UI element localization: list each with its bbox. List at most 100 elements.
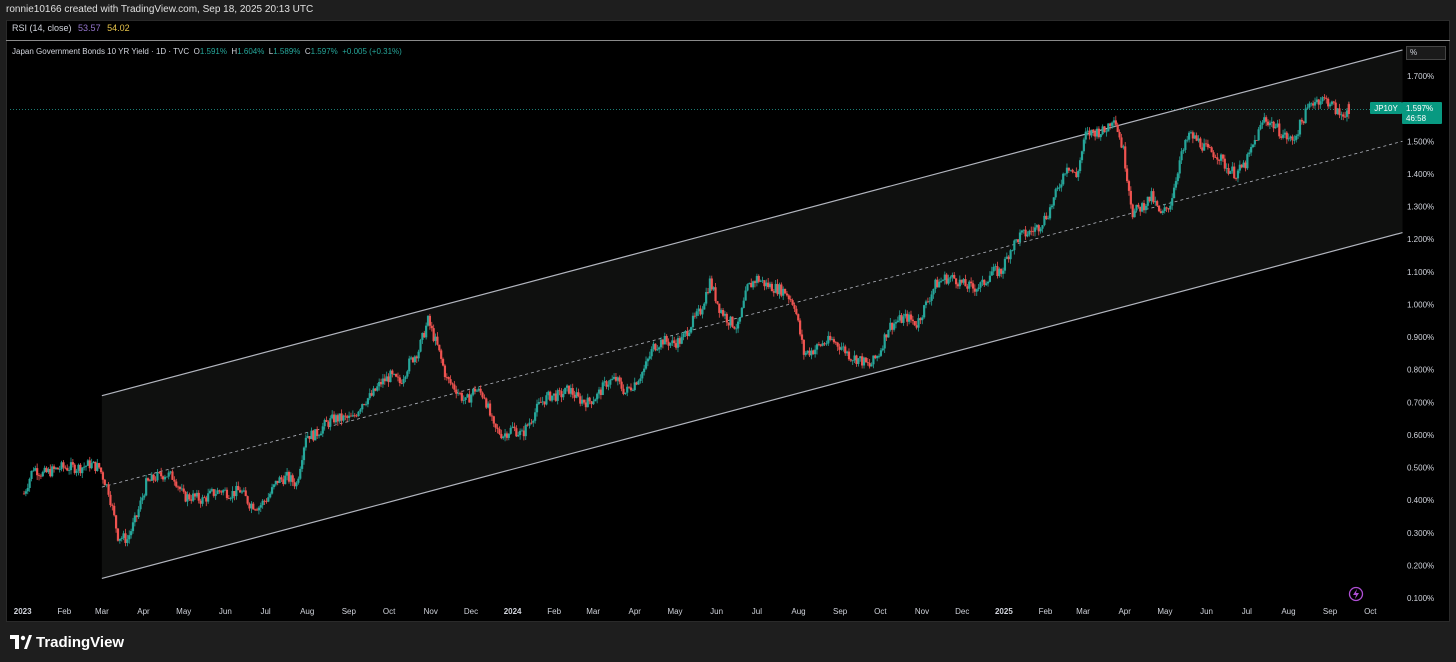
candle — [81, 467, 84, 478]
candle-body — [58, 469, 61, 470]
price-tick-label: 1.500% — [1407, 137, 1434, 146]
candle — [464, 397, 467, 405]
candle-body — [605, 381, 608, 387]
candle-body — [1204, 143, 1208, 145]
candle-body — [270, 487, 274, 494]
candle-body — [1246, 154, 1249, 169]
candle — [646, 357, 649, 367]
candle — [293, 478, 296, 490]
candle-body — [631, 390, 634, 391]
candle — [1182, 148, 1185, 154]
candle — [458, 391, 462, 396]
price-scale-unit-button[interactable]: % — [1406, 46, 1446, 60]
candle-body — [222, 490, 225, 493]
candle — [505, 431, 509, 441]
time-axis[interactable]: 2023 Feb Mar Apr May Jun Jul Aug Sep Oct Nov Dec 202… — [14, 607, 1378, 616]
candle — [24, 489, 27, 497]
candle-body — [34, 468, 37, 471]
candle — [302, 446, 306, 465]
tradingview-logo[interactable]: TradingView — [10, 632, 124, 652]
candle-body — [306, 436, 309, 438]
pane-separator[interactable] — [6, 40, 1450, 41]
price-tick-label: 0.900% — [1407, 333, 1434, 342]
candle — [1216, 152, 1219, 165]
candle-body — [101, 472, 105, 480]
candle-body — [485, 398, 488, 408]
price-axis[interactable]: 1.700%1.600%1.500%1.400%1.300%1.200%1.10… — [1407, 72, 1434, 603]
candle-body — [676, 338, 680, 348]
candle — [1033, 222, 1037, 237]
candle — [1180, 148, 1183, 165]
candle — [98, 462, 101, 469]
close-value: 1.597% — [310, 47, 338, 56]
candle — [214, 489, 217, 500]
candle — [1063, 173, 1067, 176]
candle — [956, 282, 960, 289]
candle — [411, 356, 415, 364]
candle — [985, 281, 988, 286]
candle — [1276, 119, 1279, 128]
candle-body — [1020, 230, 1023, 233]
lightning-icon[interactable] — [1348, 586, 1364, 602]
candle-body — [706, 292, 710, 293]
candle-body — [317, 435, 321, 437]
candle-body — [1090, 129, 1093, 136]
candle — [1199, 136, 1202, 150]
chart-frame[interactable] — [6, 20, 1450, 622]
candle-body — [370, 393, 373, 396]
candle-body — [904, 313, 907, 317]
candle-body — [1037, 225, 1040, 232]
candle-body — [1154, 201, 1157, 203]
candle-body — [1195, 135, 1198, 141]
candle — [1281, 129, 1285, 140]
candle — [1069, 169, 1072, 172]
regression-channel[interactable] — [101, 49, 1403, 580]
candle — [334, 413, 338, 425]
candle-body — [1086, 130, 1089, 132]
candle — [665, 334, 668, 345]
candle-body — [449, 379, 452, 384]
candle-body — [575, 392, 578, 398]
candle-body — [543, 401, 546, 405]
candle — [344, 412, 347, 421]
candle — [148, 478, 152, 482]
time-tick-label: Oct — [874, 607, 887, 616]
candle-body — [596, 393, 599, 400]
candle-body — [423, 332, 426, 338]
candle-body — [864, 357, 867, 363]
candle-body — [956, 284, 960, 287]
candle — [1112, 117, 1116, 128]
candle — [1297, 129, 1300, 139]
candle — [1024, 225, 1027, 240]
candle — [71, 459, 74, 468]
candle — [633, 377, 636, 392]
candle-body — [1244, 162, 1247, 169]
candle-body — [1319, 101, 1322, 105]
candle-body — [1174, 181, 1178, 188]
candle-body — [1060, 184, 1063, 188]
candle — [919, 317, 922, 324]
candle — [815, 343, 819, 355]
candle-body — [1197, 138, 1200, 141]
candle — [520, 428, 524, 432]
candle-body — [214, 494, 217, 496]
candle-body — [445, 376, 448, 378]
candle — [378, 378, 381, 391]
candle — [1005, 252, 1008, 260]
candle-body — [584, 402, 587, 408]
candle-body — [464, 397, 467, 400]
candle — [1280, 133, 1283, 140]
candle — [1221, 154, 1225, 162]
time-tick-label: Jun — [1200, 607, 1213, 616]
candle-body — [671, 340, 674, 344]
candle — [543, 401, 546, 408]
candle-body — [479, 388, 482, 393]
candle-body — [208, 490, 212, 494]
candle-body — [902, 316, 905, 323]
candle — [1118, 129, 1121, 140]
candle — [988, 271, 992, 283]
candle — [1099, 134, 1102, 141]
candle — [669, 342, 672, 349]
candle — [1135, 204, 1138, 212]
